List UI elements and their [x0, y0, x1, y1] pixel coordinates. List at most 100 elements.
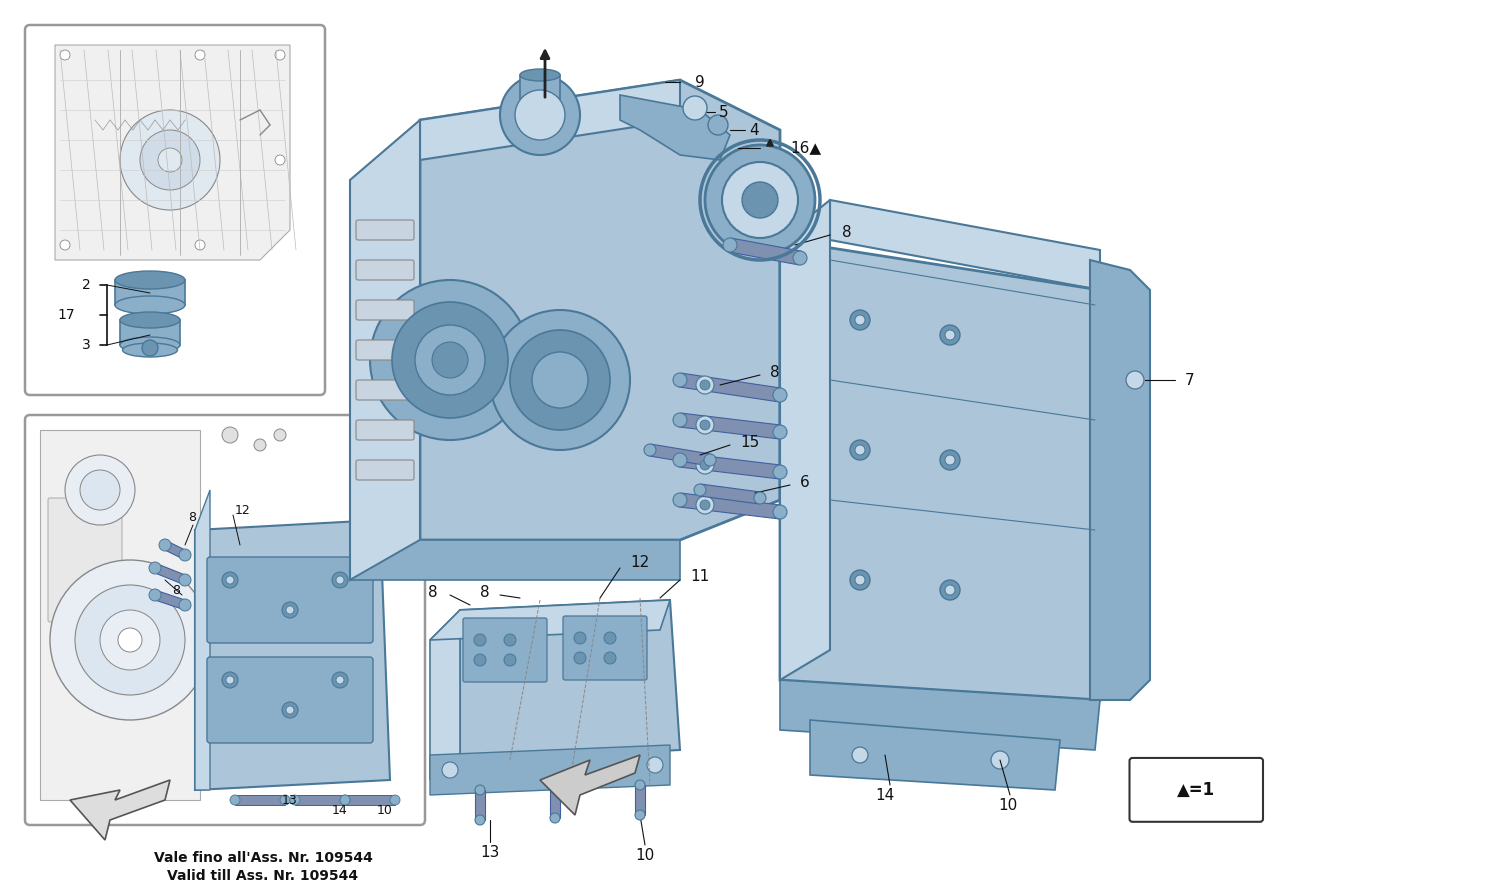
Polygon shape — [430, 610, 460, 780]
Circle shape — [332, 672, 348, 688]
Circle shape — [644, 444, 656, 456]
Circle shape — [140, 130, 200, 190]
Polygon shape — [236, 795, 285, 805]
Circle shape — [178, 549, 190, 561]
Circle shape — [772, 465, 788, 479]
FancyBboxPatch shape — [26, 415, 424, 825]
Circle shape — [674, 453, 687, 467]
Ellipse shape — [120, 337, 180, 353]
Circle shape — [855, 445, 865, 455]
Circle shape — [945, 330, 956, 340]
FancyBboxPatch shape — [207, 657, 374, 743]
Polygon shape — [296, 795, 345, 805]
Circle shape — [226, 676, 234, 684]
Polygon shape — [40, 430, 200, 800]
Polygon shape — [780, 680, 1100, 750]
Circle shape — [794, 251, 807, 265]
Polygon shape — [430, 745, 670, 795]
Text: 13: 13 — [480, 845, 500, 860]
Circle shape — [195, 50, 206, 60]
FancyBboxPatch shape — [356, 420, 414, 440]
Circle shape — [222, 427, 238, 443]
Circle shape — [646, 757, 663, 773]
FancyBboxPatch shape — [356, 220, 414, 240]
FancyBboxPatch shape — [207, 557, 374, 643]
Circle shape — [700, 380, 709, 390]
Circle shape — [290, 795, 300, 805]
Text: 5: 5 — [718, 104, 729, 119]
Circle shape — [855, 315, 865, 325]
Circle shape — [604, 652, 616, 664]
Circle shape — [772, 505, 788, 519]
Circle shape — [274, 429, 286, 441]
Circle shape — [574, 652, 586, 664]
Polygon shape — [680, 453, 782, 479]
Circle shape — [696, 496, 714, 514]
Circle shape — [704, 454, 716, 466]
Text: 8: 8 — [842, 224, 852, 239]
Polygon shape — [680, 373, 782, 402]
Circle shape — [850, 310, 870, 330]
Circle shape — [723, 238, 736, 252]
Circle shape — [634, 810, 645, 820]
Circle shape — [100, 610, 160, 670]
Text: 13: 13 — [282, 794, 298, 806]
Text: 6: 6 — [800, 474, 810, 490]
Circle shape — [940, 580, 960, 600]
FancyBboxPatch shape — [562, 616, 646, 680]
Polygon shape — [680, 413, 782, 439]
FancyBboxPatch shape — [356, 300, 414, 320]
Polygon shape — [1090, 260, 1150, 700]
Circle shape — [574, 632, 586, 644]
Circle shape — [75, 585, 184, 695]
Circle shape — [705, 145, 815, 255]
Circle shape — [682, 96, 706, 120]
FancyBboxPatch shape — [26, 25, 326, 395]
Polygon shape — [729, 239, 801, 265]
Text: Vale fino all'Ass. Nr. 109544: Vale fino all'Ass. Nr. 109544 — [153, 851, 372, 865]
Circle shape — [222, 672, 238, 688]
Circle shape — [336, 676, 344, 684]
Circle shape — [416, 325, 484, 395]
Circle shape — [392, 302, 508, 418]
FancyBboxPatch shape — [356, 260, 414, 280]
Polygon shape — [420, 80, 780, 540]
Circle shape — [532, 352, 588, 408]
Circle shape — [772, 388, 788, 402]
Circle shape — [708, 115, 728, 135]
FancyBboxPatch shape — [356, 380, 414, 400]
Circle shape — [855, 575, 865, 585]
Text: 12: 12 — [236, 504, 250, 516]
Polygon shape — [195, 490, 210, 790]
Polygon shape — [780, 200, 830, 680]
Polygon shape — [56, 45, 290, 260]
Circle shape — [850, 440, 870, 460]
Polygon shape — [634, 785, 645, 815]
Circle shape — [945, 455, 956, 465]
Text: 17: 17 — [57, 308, 75, 322]
Text: Valid till Ass. Nr. 109544: Valid till Ass. Nr. 109544 — [168, 869, 358, 883]
Circle shape — [722, 162, 798, 238]
Circle shape — [940, 450, 960, 470]
Text: 16▲: 16▲ — [790, 141, 820, 156]
Circle shape — [694, 484, 706, 496]
Circle shape — [674, 373, 687, 387]
Text: 14: 14 — [876, 788, 894, 803]
Text: 12: 12 — [630, 554, 650, 570]
Circle shape — [940, 325, 960, 345]
Circle shape — [286, 606, 294, 614]
FancyBboxPatch shape — [464, 618, 548, 682]
Circle shape — [474, 654, 486, 666]
Polygon shape — [650, 444, 711, 466]
Circle shape — [340, 795, 350, 805]
Polygon shape — [830, 200, 1100, 290]
Circle shape — [634, 780, 645, 790]
Circle shape — [754, 492, 766, 504]
Circle shape — [504, 654, 516, 666]
Text: 8: 8 — [172, 584, 180, 596]
Polygon shape — [460, 600, 680, 760]
Circle shape — [850, 570, 870, 590]
Polygon shape — [430, 600, 670, 640]
Circle shape — [178, 574, 190, 586]
Circle shape — [700, 420, 709, 430]
